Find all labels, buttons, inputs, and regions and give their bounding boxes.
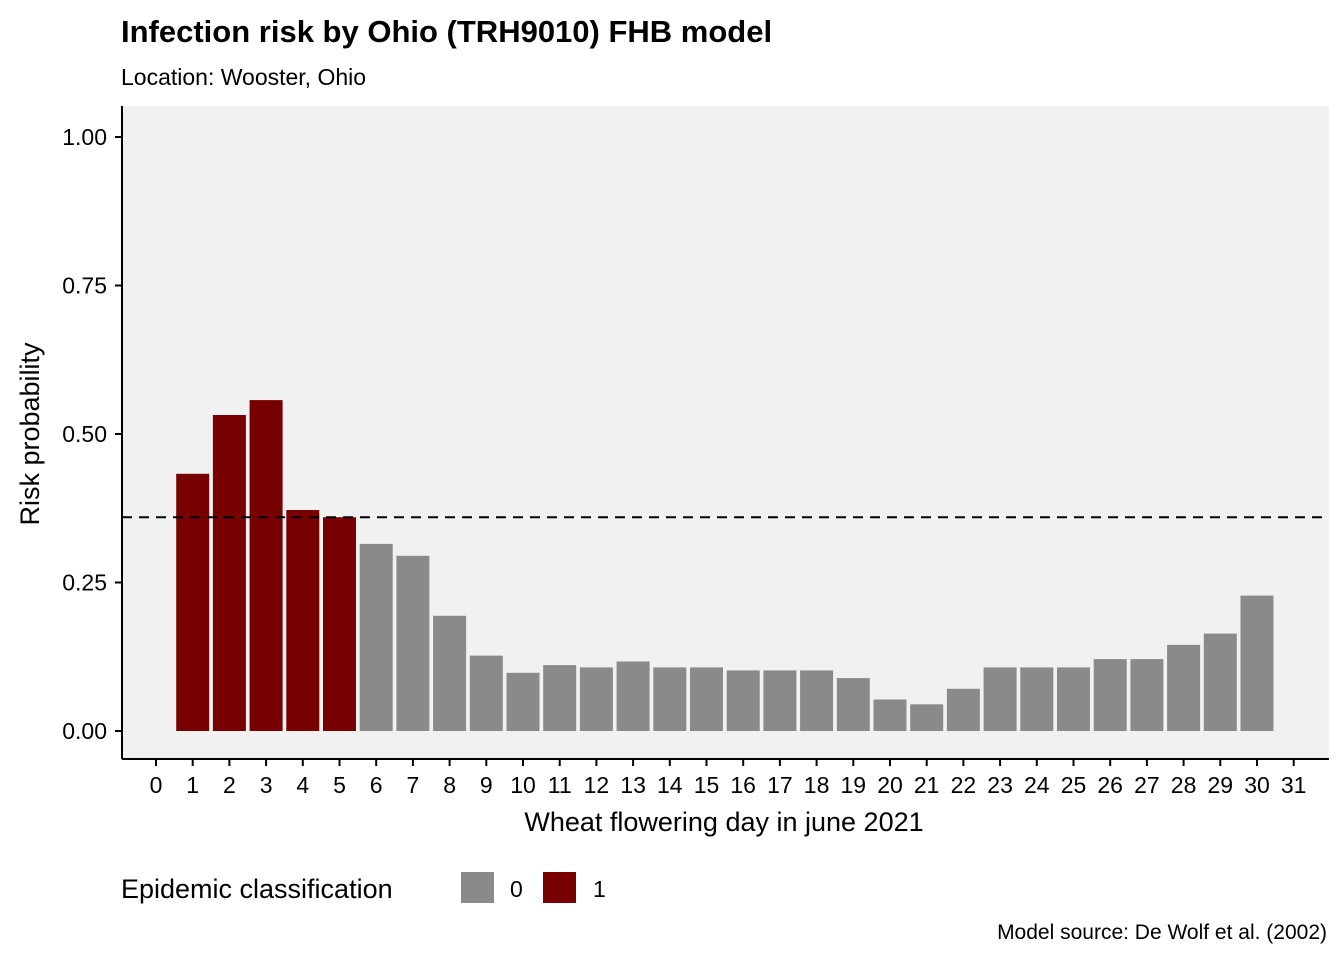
x-tick-label: 9 <box>480 772 493 798</box>
x-axis-ticks: 0 1 2 3 4 5 6 7 8 9 10 11 12 13 14 15 16 17 18 19 20 21 22 23 24… <box>150 759 1307 798</box>
x-tick-label: 13 <box>620 772 646 798</box>
x-tick-label: 12 <box>584 772 610 798</box>
bar-day-17 <box>763 670 797 731</box>
y-tick-label: 0.25 <box>62 570 107 596</box>
x-tick-label: 26 <box>1097 772 1123 798</box>
bar-day-14 <box>653 667 687 731</box>
legend-title: Epidemic classification <box>121 874 393 904</box>
x-tick-label: 7 <box>407 772 420 798</box>
bar-day-6 <box>359 543 393 731</box>
bar-day-1 <box>176 473 210 731</box>
bar-day-19 <box>836 678 870 731</box>
bar-day-13 <box>616 661 650 731</box>
x-tick-label: 28 <box>1171 772 1197 798</box>
bar-day-27 <box>1130 659 1164 731</box>
y-tick-label: 0.75 <box>62 273 107 299</box>
x-tick-label: 8 <box>443 772 456 798</box>
x-tick-label: 16 <box>730 772 756 798</box>
x-tick-label: 17 <box>767 772 793 798</box>
x-axis-label: Wheat flowering day in june 2021 <box>524 807 923 837</box>
chart-subtitle: Location: Wooster, Ohio <box>121 64 366 90</box>
x-tick-label: 1 <box>186 772 199 798</box>
bar-day-8 <box>433 615 467 731</box>
legend-label-0: 0 <box>510 876 523 902</box>
x-tick-label: 18 <box>804 772 830 798</box>
y-tick-label: 0.00 <box>62 718 107 744</box>
legend: Epidemic classification 0 1 <box>121 872 606 904</box>
bar-day-15 <box>690 667 723 731</box>
bar-day-16 <box>726 670 760 731</box>
bar-day-28 <box>1167 644 1201 731</box>
bar-day-7 <box>396 555 430 731</box>
x-tick-label: 0 <box>150 772 163 798</box>
bar-day-25 <box>1057 667 1090 731</box>
bar-day-30 <box>1240 595 1274 731</box>
bar-day-10 <box>506 672 540 731</box>
legend-swatch-0 <box>461 872 494 903</box>
x-tick-label: 31 <box>1281 772 1307 798</box>
bar-day-4 <box>286 510 320 731</box>
legend-swatch-1 <box>543 872 576 903</box>
legend-label-1: 1 <box>593 876 606 902</box>
x-tick-label: 21 <box>914 772 940 798</box>
x-tick-label: 10 <box>510 772 536 798</box>
bar-day-5 <box>323 517 356 731</box>
bar-day-12 <box>579 667 613 731</box>
bar-day-23 <box>983 667 1017 731</box>
x-tick-label: 24 <box>1024 772 1050 798</box>
x-tick-label: 30 <box>1244 772 1270 798</box>
x-tick-label: 27 <box>1134 772 1160 798</box>
bar-day-22 <box>946 688 980 731</box>
bar-day-20 <box>873 699 907 731</box>
x-tick-label: 14 <box>657 772 683 798</box>
x-tick-label: 6 <box>370 772 383 798</box>
x-tick-label: 15 <box>694 772 720 798</box>
x-tick-label: 19 <box>841 772 867 798</box>
bar-day-26 <box>1093 659 1127 731</box>
x-tick-label: 20 <box>877 772 903 798</box>
x-tick-label: 22 <box>951 772 977 798</box>
x-tick-label: 25 <box>1061 772 1087 798</box>
x-tick-label: 3 <box>260 772 273 798</box>
bar-day-9 <box>469 655 503 731</box>
y-axis-label: Risk probability <box>15 342 45 526</box>
chart-caption: Model source: De Wolf et al. (2002) <box>997 921 1327 944</box>
bar-day-2 <box>212 415 246 731</box>
bar-day-11 <box>543 665 577 731</box>
x-tick-label: 23 <box>987 772 1013 798</box>
y-tick-label: 1.00 <box>62 124 107 150</box>
y-tick-label: 0.50 <box>62 421 107 447</box>
bar-day-18 <box>800 670 834 731</box>
bar-day-21 <box>910 704 944 731</box>
x-tick-label: 2 <box>223 772 236 798</box>
y-axis-ticks: 0.00 0.25 0.50 0.75 1.00 <box>62 124 122 744</box>
bar-day-3 <box>249 400 283 731</box>
x-tick-label: 11 <box>548 772 572 798</box>
bars <box>176 400 1274 731</box>
bar-day-24 <box>1020 667 1054 731</box>
bar-day-29 <box>1203 633 1237 731</box>
x-tick-label: 29 <box>1208 772 1234 798</box>
x-tick-label: 5 <box>333 772 346 798</box>
chart-title: Infection risk by Ohio (TRH9010) FHB mod… <box>121 14 772 49</box>
x-tick-label: 4 <box>296 772 309 798</box>
